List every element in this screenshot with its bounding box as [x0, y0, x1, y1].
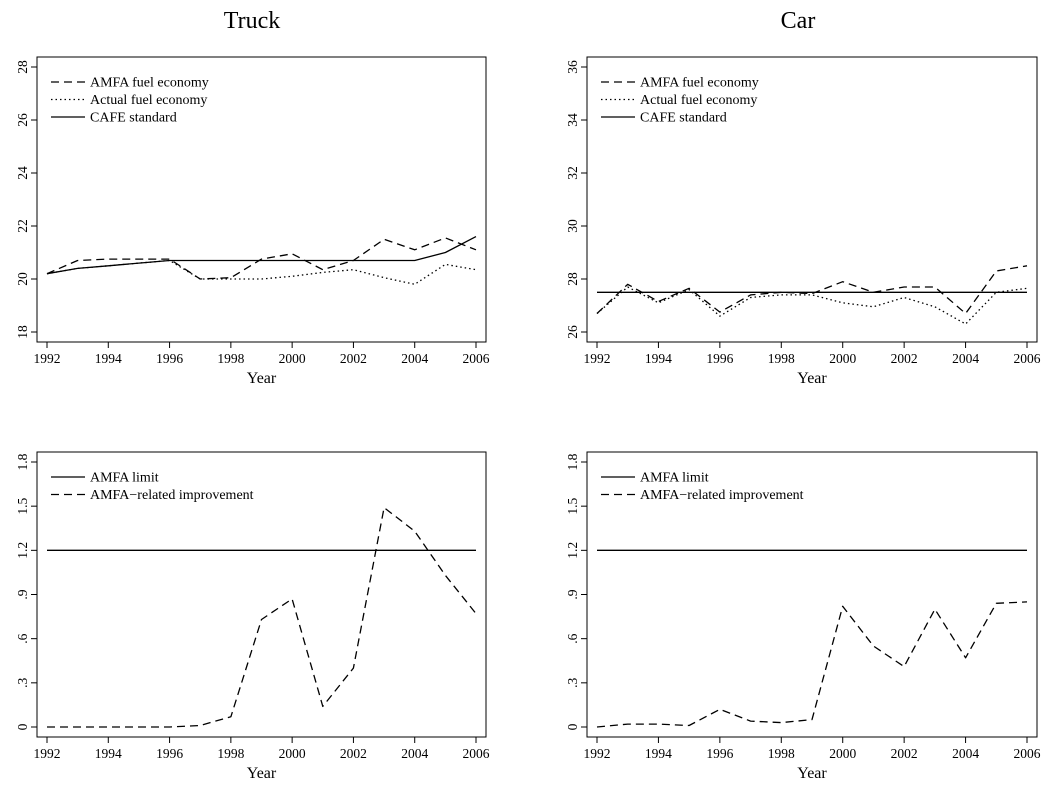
x-tick-label: 1996 [706, 746, 733, 761]
y-tick-label: 26 [565, 325, 580, 339]
y-tick-label: .3 [565, 678, 580, 688]
x-tick-label: 1998 [768, 351, 795, 366]
y-tick-label: 1.8 [15, 453, 30, 470]
series-line-amfa-related-improvement [47, 506, 477, 728]
truck-column-title: Truck [223, 8, 281, 34]
x-tick-label: 2002 [340, 746, 367, 761]
x-tick-label: 2000 [829, 746, 856, 761]
x-tick-label: 2000 [829, 351, 856, 366]
series-line-amfa-fuel-economy [596, 265, 1028, 315]
x-tick-label: 2002 [891, 746, 918, 761]
y-tick-label: .3 [15, 678, 30, 688]
x-tick-label: 2004 [401, 351, 428, 366]
x-tick-label: 1992 [34, 746, 61, 761]
x-tick-label: 1998 [768, 746, 795, 761]
legend-entry: Actual fuel economy [640, 93, 757, 108]
y-tick-label: 1.2 [565, 542, 580, 559]
x-tick-label: 2000 [279, 351, 306, 366]
x-tick-label: 2000 [279, 746, 306, 761]
legend-entry: AMFA limit [640, 471, 709, 486]
x-tick-label: 1992 [584, 746, 611, 761]
y-tick-label: 30 [565, 219, 580, 233]
x-tick-label: 1992 [584, 351, 611, 366]
x-axis-label: Year [247, 765, 277, 782]
y-tick-label: .9 [565, 589, 580, 599]
series-line-amfa-fuel-economy [46, 237, 477, 280]
legend-entry: AMFA fuel economy [90, 76, 209, 91]
y-tick-label: 1.5 [15, 497, 30, 514]
series-line-actual-fuel-economy [596, 286, 1028, 325]
y-tick-label: 36 [565, 60, 580, 74]
x-tick-label: 2004 [952, 746, 979, 761]
series-line-cafe-standard [46, 236, 477, 275]
plot-frame [36, 56, 487, 343]
x-tick-label: 2006 [1014, 746, 1041, 761]
car-column-title: Car [780, 8, 816, 34]
legend-entry: Actual fuel economy [90, 93, 207, 108]
y-tick-label: 32 [565, 166, 580, 180]
y-tick-label: 0 [15, 723, 30, 730]
x-tick-label: 2006 [463, 746, 490, 761]
chart-panel-truck-fuel: 1992 1994 1996 1998 2000 2002 2004 2006 18 20 22 24… [15, 56, 490, 387]
y-tick-label: 34 [565, 113, 580, 127]
y-tick-label: 22 [15, 219, 30, 233]
chart-panel-car-amfa: 1992 1994 1996 1998 2000 2002 2004 2006 0 .3 .6 .9 1… [565, 451, 1041, 782]
legend-entry: AMFA limit [90, 471, 159, 486]
x-tick-label: 1998 [217, 746, 244, 761]
x-tick-label: 1994 [95, 351, 122, 366]
y-tick-label: .6 [565, 633, 580, 643]
series-line-amfa-related-improvement [596, 601, 1028, 728]
x-tick-label: 1998 [217, 351, 244, 366]
x-tick-label: 1994 [645, 351, 672, 366]
y-tick-label: .9 [15, 589, 30, 599]
x-tick-label: 1996 [156, 351, 183, 366]
x-tick-label: 1994 [95, 746, 122, 761]
y-tick-label: 28 [565, 272, 580, 286]
y-tick-label: 26 [15, 113, 30, 127]
chart-panel-truck-amfa: 1992 1994 1996 1998 2000 2002 2004 2006 0 .3 .6 .9 1… [15, 451, 490, 782]
x-tick-label: 1994 [645, 746, 672, 761]
y-tick-label: 28 [15, 60, 30, 74]
x-tick-label: 1996 [706, 351, 733, 366]
x-tick-label: 2004 [952, 351, 979, 366]
x-tick-label: 2002 [340, 351, 367, 366]
x-tick-label: 1992 [34, 351, 61, 366]
y-tick-label: 20 [15, 272, 30, 286]
x-tick-label: 1996 [156, 746, 183, 761]
y-tick-label: 1.8 [565, 453, 580, 470]
y-tick-label: 1.5 [565, 497, 580, 514]
legend-entry: CAFE standard [90, 111, 177, 126]
chart-panel-car-fuel: 1992 1994 1996 1998 2000 2002 2004 2006 26 28 30 32… [565, 56, 1041, 387]
legend-entry: AMFA fuel economy [640, 76, 759, 91]
series-line-actual-fuel-economy [46, 259, 477, 285]
legend-entry: AMFA−related improvement [640, 488, 804, 503]
x-axis-label: Year [247, 370, 277, 387]
y-tick-label: .6 [15, 633, 30, 643]
y-tick-label: 24 [15, 166, 30, 180]
y-tick-label: 1.2 [15, 542, 30, 559]
x-tick-label: 2006 [1014, 351, 1041, 366]
y-tick-label: 0 [565, 723, 580, 730]
legend-entry: AMFA−related improvement [90, 488, 254, 503]
plot-frame [586, 56, 1038, 343]
x-axis-label: Year [797, 370, 827, 387]
x-axis-label: Year [797, 765, 827, 782]
y-tick-label: 18 [15, 325, 30, 339]
x-tick-label: 2004 [401, 746, 428, 761]
legend-entry: CAFE standard [640, 111, 727, 126]
x-tick-label: 2002 [891, 351, 918, 366]
x-tick-label: 2006 [463, 351, 490, 366]
